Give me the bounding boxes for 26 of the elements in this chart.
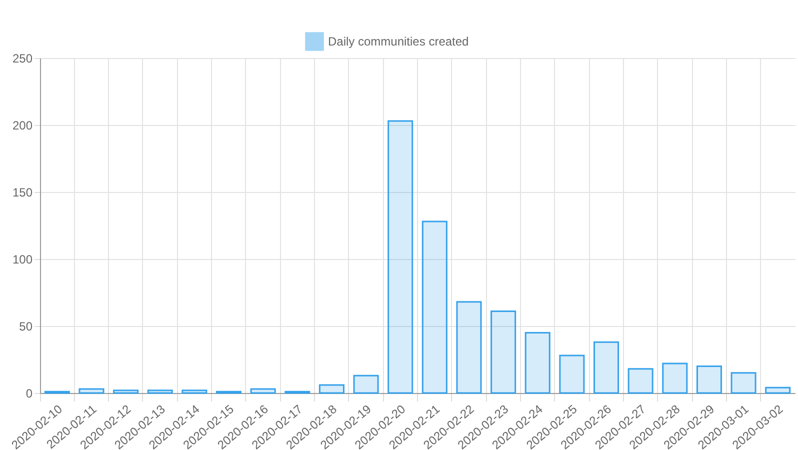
bar [559,354,585,394]
bar [78,388,104,394]
bar [147,390,173,394]
y-tick-label: 100 [12,252,33,266]
bar [353,374,379,394]
bar [730,372,756,394]
bar [662,362,688,394]
legend-label: Daily communities created [328,34,469,48]
bar [182,390,208,394]
y-tick-label: 200 [12,118,33,132]
y-tick-label: 150 [12,186,33,200]
bar [388,120,414,394]
y-tick-label: 250 [12,52,33,66]
bar [318,384,344,394]
y-tick-label: 0 [26,386,33,400]
bar [113,390,139,394]
bar [422,220,448,394]
bar [628,368,654,394]
y-tick-label: 50 [19,320,33,334]
bar [250,388,276,394]
bar [524,332,550,394]
bar [593,341,620,394]
bar [765,386,791,394]
bar [490,310,516,394]
bar [456,301,482,394]
bar [696,365,722,394]
